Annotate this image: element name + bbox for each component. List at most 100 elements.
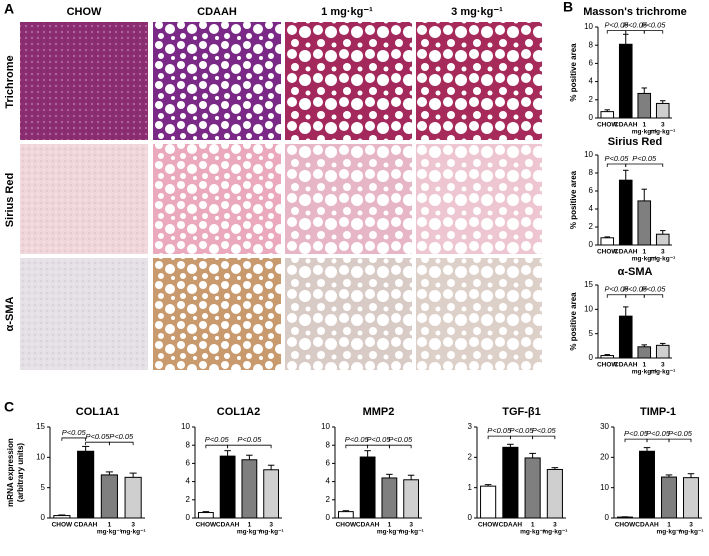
significance-label: P<0.05 [86,432,111,441]
significance-bracket [61,437,87,441]
y-tick-label: 6 [186,459,191,468]
bar [546,468,563,519]
row-label: α-SMA [4,297,16,332]
bar [600,111,615,119]
x-tick-label: 3 [269,522,273,529]
y-tick-label: 10 [181,422,190,431]
significance-label: P<0.05 [668,429,693,438]
x-tick-sublabel: mg·kg⁻¹ [377,529,402,536]
x-tick-sublabel: mg·kg⁻¹ [656,529,681,536]
y-tick-label: 6 [589,59,594,68]
micrograph-texture [416,144,542,254]
bar [241,459,258,519]
x-tick-label: 1 [642,122,646,129]
y-tick-label: 0 [186,513,191,522]
significance-label: P<0.05 [205,435,230,444]
y-tick-label: 15 [36,422,45,431]
significance-bracket [532,435,556,440]
significance-bracket [606,30,627,34]
micrograph-texture [20,22,148,140]
y-tick-label: 2 [589,222,594,231]
significance-bracket [668,438,692,443]
x-tick-label: CDAAH [614,362,638,369]
micrograph-texture [20,144,148,254]
y-tick-label: 8 [326,440,331,449]
significance-label: P<0.05 [605,154,630,163]
y-tick-label: 0 [589,113,594,122]
x-tick-label: CHOW [196,522,217,529]
significance-bracket [606,163,627,167]
x-tick-label: CHOW [52,522,73,529]
x-tick-label: 3 [689,522,693,529]
x-tick-sublabel: mg·kg⁻¹ [632,129,657,136]
significance-label: P<0.05 [624,429,649,438]
x-tick-label: CDAAH [356,522,380,529]
x-tick-label: CDAAH [74,522,98,529]
y-tick-label: 0 [468,513,473,522]
bar [219,455,236,519]
column-label: CHOW [67,6,102,18]
significance-label: P<0.05 [237,435,262,444]
x-tick-label: 3 [661,249,665,256]
panel-label: A [4,1,14,17]
y-tick-label: 5 [589,329,594,338]
significance-bracket [625,294,645,298]
bar [617,516,633,519]
x-tick-sublabel: mg·kg⁻¹ [97,529,122,536]
chart-title: COL1A1 [76,406,119,418]
chart-title: α-SMA [618,266,653,278]
y-tick-label: 0 [605,513,610,522]
significance-label: P<0.05 [623,21,648,30]
y-tick-label: 6 [326,459,331,468]
y-axis-label: (arbitrary units) [16,443,25,502]
y-tick-label: 6 [589,186,594,195]
significance-label: P<0.05 [642,285,667,294]
significance-label: P<0.05 [605,21,630,30]
x-tick-label: 1 [108,522,112,529]
chart-title: MMP2 [363,406,395,418]
y-tick-label: 2 [186,495,191,504]
bar [655,233,670,246]
x-tick-sublabel: mg·kg⁻¹ [650,256,675,263]
significance-bracket [205,444,229,449]
significance-bracket [625,30,645,34]
x-tick-label: CHOW [597,122,618,129]
significance-label: P<0.05 [510,426,535,435]
micrograph-texture [416,22,542,140]
x-tick-sublabel: mg·kg⁻¹ [520,529,545,536]
significance-label: P<0.05 [487,426,512,435]
x-tick-sublabel: mg·kg⁻¹ [399,529,424,536]
micrograph-texture [416,258,542,370]
significance-label: P<0.05 [345,435,370,444]
significance-label: P<0.05 [62,428,87,437]
x-tick-sublabel: mg·kg⁻¹ [237,529,262,536]
y-tick-label: 10 [321,422,330,431]
x-tick-label: 1 [642,249,646,256]
y-tick-label: 8 [186,440,191,449]
y-tick-label: 4 [186,477,191,486]
bar [480,485,497,519]
x-tick-label: 3 [409,522,413,529]
significance-bracket [643,30,664,34]
significance-label: P<0.05 [532,426,557,435]
y-tick-label: 0 [589,353,594,362]
x-tick-label: 3 [131,522,135,529]
bar [683,477,699,519]
chart-title: Masson's trichrome [583,6,686,18]
significance-label: P<0.05 [605,285,630,294]
significance-label: P<0.05 [388,435,413,444]
y-axis-label: % positive area [569,292,578,351]
row-label: Sirius Red [4,173,16,227]
bar [637,346,652,359]
micrograph-texture [20,258,148,370]
x-tick-label: 1 [642,362,646,369]
y-tick-label: 0 [589,240,594,249]
y-tick-label: 2 [326,495,331,504]
y-tick-label: 4 [589,77,594,86]
y-tick-label: 10 [584,304,593,313]
y-tick-label: 15 [584,280,593,289]
bar [618,179,633,246]
y-tick-label: 10 [36,452,45,461]
y-axis-label: mRNA expression [6,438,15,507]
bar [637,92,652,119]
